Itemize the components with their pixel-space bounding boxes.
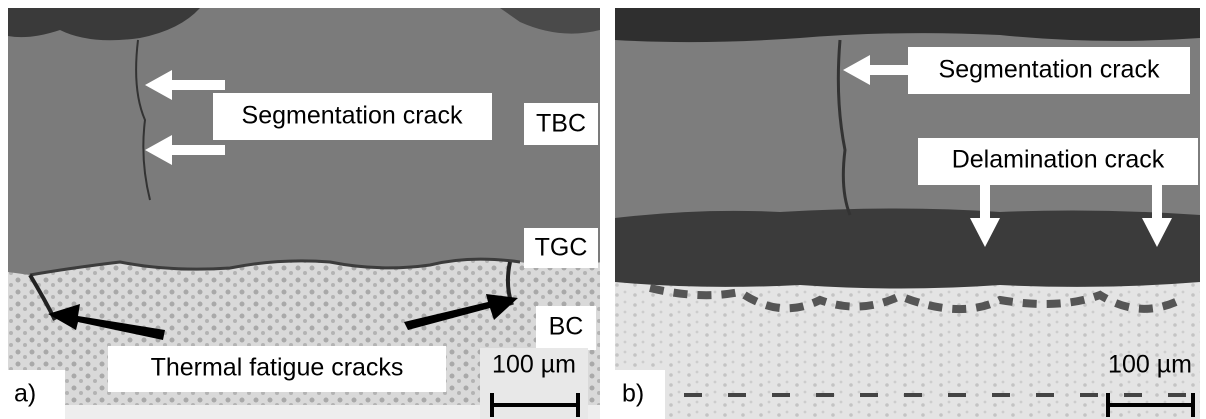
panel-tag: a) — [14, 380, 36, 408]
label: Segmentation crack — [242, 102, 463, 130]
label: TGC — [535, 234, 588, 262]
scale-label: 100 µm — [492, 351, 576, 379]
label: Thermal fatigue cracks — [151, 354, 404, 382]
label: BC — [549, 313, 584, 341]
figure: Segmentation crack TBC TGC BC Thermal fa… — [0, 0, 1206, 419]
label: TBC — [536, 110, 586, 138]
scale-label: 100 µm — [1108, 351, 1192, 379]
label: Segmentation crack — [939, 56, 1160, 84]
label: Delamination crack — [952, 146, 1165, 174]
panel-tag: b) — [622, 380, 644, 408]
